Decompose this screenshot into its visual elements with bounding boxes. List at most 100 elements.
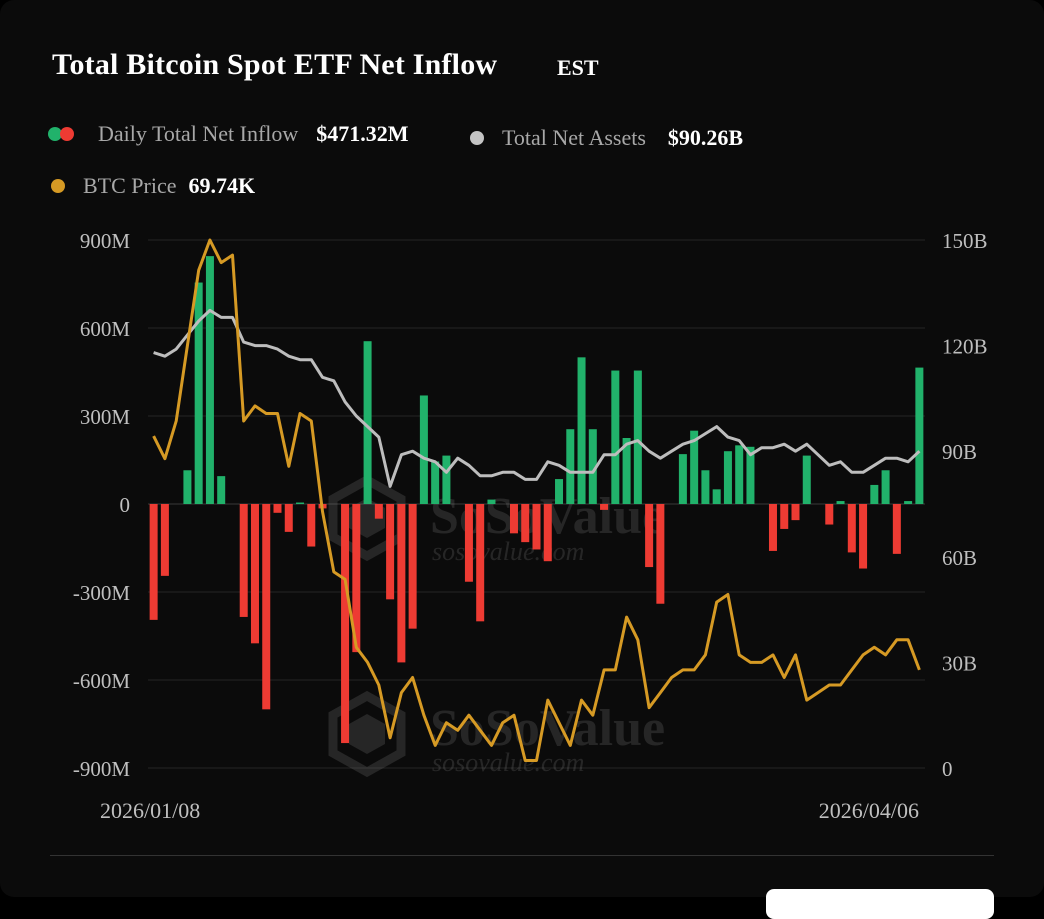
series-lines <box>152 238 921 762</box>
inflow-bar[interactable] <box>149 504 158 620</box>
inflow-bar[interactable] <box>600 504 609 510</box>
inflow-legend-label: Daily Total Net Inflow <box>98 121 299 146</box>
inflow-bar[interactable] <box>802 455 811 504</box>
inflow-bar[interactable] <box>341 504 350 744</box>
inflow-bar[interactable] <box>464 504 473 582</box>
inflow-bar[interactable] <box>611 370 620 504</box>
inflow-bar[interactable] <box>904 501 913 504</box>
inflow-bar[interactable] <box>836 501 845 504</box>
inflow-bar[interactable] <box>633 370 642 504</box>
inflow-bar[interactable] <box>678 454 687 504</box>
inflow-bar[interactable] <box>768 504 777 551</box>
inflow-bar[interactable] <box>690 430 699 504</box>
inflow-bar[interactable] <box>555 479 564 504</box>
assets-legend-value: $90.26B <box>667 125 744 150</box>
inflow-bar[interactable] <box>476 504 485 622</box>
inflow-bar[interactable] <box>780 504 789 529</box>
left-tick-label: 0 <box>120 493 131 517</box>
inflow-bar[interactable] <box>352 504 361 653</box>
x-axis-end-label: 2026/04/06 <box>819 798 919 823</box>
price-legend-label: BTC Price <box>83 173 177 198</box>
inflow-bar[interactable] <box>532 504 541 550</box>
inflow-bar[interactable] <box>442 455 451 504</box>
inflow-bar[interactable] <box>273 504 282 513</box>
right-tick-label: 120B <box>942 335 988 359</box>
btc-price-line[interactable] <box>152 238 921 762</box>
left-tick-label: 300M <box>80 405 131 429</box>
inflow-bar[interactable] <box>723 451 732 504</box>
watermark-logo-icon <box>328 690 406 778</box>
inflow-bar[interactable] <box>250 504 259 644</box>
inflow-bar[interactable] <box>363 341 372 504</box>
inflow-bar[interactable] <box>509 504 518 534</box>
right-tick-label: 150B <box>942 229 988 253</box>
assets-legend-icon <box>470 131 484 145</box>
inflow-bar[interactable] <box>588 429 597 504</box>
inflow-bar[interactable] <box>701 470 710 504</box>
watermark-site: sosovalue.com <box>432 748 584 777</box>
inflow-bar[interactable] <box>374 504 383 519</box>
inflow-bar[interactable] <box>622 438 631 504</box>
left-tick-label: 900M <box>80 229 131 253</box>
inflow-bar[interactable] <box>735 445 744 504</box>
inflow-bar[interactable] <box>487 499 496 504</box>
timezone-label[interactable]: EST <box>557 55 599 80</box>
inflow-legend-value: $471.32M <box>316 121 409 146</box>
inflow-bar[interactable] <box>183 470 192 504</box>
inflow-bar[interactable] <box>217 476 226 504</box>
inflow-bar[interactable] <box>160 504 169 576</box>
right-tick-label: 0 <box>942 757 953 781</box>
inflow-bar[interactable] <box>656 504 665 604</box>
inflow-bar[interactable] <box>847 504 856 553</box>
inflow-bar[interactable] <box>825 504 834 525</box>
x-axis-start-label: 2026/01/08 <box>100 798 200 823</box>
inflow-bar[interactable] <box>870 484 879 504</box>
chart-title: Total Bitcoin Spot ETF Net Inflow <box>52 48 498 81</box>
inflow-bar[interactable] <box>915 367 924 504</box>
assets-legend-label: Total Net Assets <box>502 125 646 150</box>
right-tick-label: 60B <box>942 546 977 570</box>
price-legend-value: 69.74K <box>188 173 256 198</box>
grid-lines <box>148 239 925 769</box>
inflow-bar[interactable] <box>645 504 654 568</box>
inflow-bars <box>149 256 924 744</box>
right-tick-label: 90B <box>942 440 977 464</box>
inflow-bar[interactable] <box>307 504 316 547</box>
left-tick-label: -900M <box>73 757 130 781</box>
inflow-bar[interactable] <box>262 504 271 710</box>
left-tick-label: 600M <box>80 317 131 341</box>
inflow-bar[interactable] <box>881 470 890 504</box>
inflow-chart[interactable]: SoSoValue sosovalue.com SoSoValue sosova… <box>0 0 1044 840</box>
inflow-bar[interactable] <box>859 504 868 569</box>
inflow-legend-icon <box>48 126 78 142</box>
left-axis: 900M 600M 300M 0 -300M -600M -900M <box>73 229 130 781</box>
inflow-bar[interactable] <box>577 357 586 504</box>
inflow-bar[interactable] <box>892 504 901 554</box>
bottom-action-button[interactable] <box>766 889 994 919</box>
inflow-bar[interactable] <box>386 504 395 600</box>
inflow-bar[interactable] <box>543 504 552 562</box>
inflow-bar[interactable] <box>239 504 248 617</box>
inflow-bar[interactable] <box>397 504 406 663</box>
inflow-bar[interactable] <box>419 395 428 504</box>
inflow-bar[interactable] <box>194 282 203 504</box>
legend-assets[interactable]: Total Net Assets $90.26B <box>470 125 743 151</box>
watermark-site: sosovalue.com <box>432 537 584 566</box>
legend-price[interactable]: BTC Price 69.74K <box>51 173 255 199</box>
inflow-bar[interactable] <box>431 461 440 504</box>
inflow-bar[interactable] <box>284 504 293 532</box>
inflow-bar[interactable] <box>566 429 575 504</box>
inflow-bar[interactable] <box>746 446 755 504</box>
inflow-bar[interactable] <box>296 502 305 504</box>
total-net-assets-line[interactable] <box>153 308 921 488</box>
inflow-bar[interactable] <box>205 256 214 504</box>
inflow-bar[interactable] <box>408 504 417 629</box>
divider <box>50 855 994 856</box>
inflow-bar[interactable] <box>521 504 530 543</box>
inflow-bar[interactable] <box>791 504 800 521</box>
right-axis: 150B 120B 90B 60B 30B 0 <box>942 229 988 781</box>
price-legend-icon <box>51 179 65 193</box>
legend-inflow[interactable]: Daily Total Net Inflow $471.32M <box>48 121 409 147</box>
inflow-bar[interactable] <box>712 489 721 504</box>
